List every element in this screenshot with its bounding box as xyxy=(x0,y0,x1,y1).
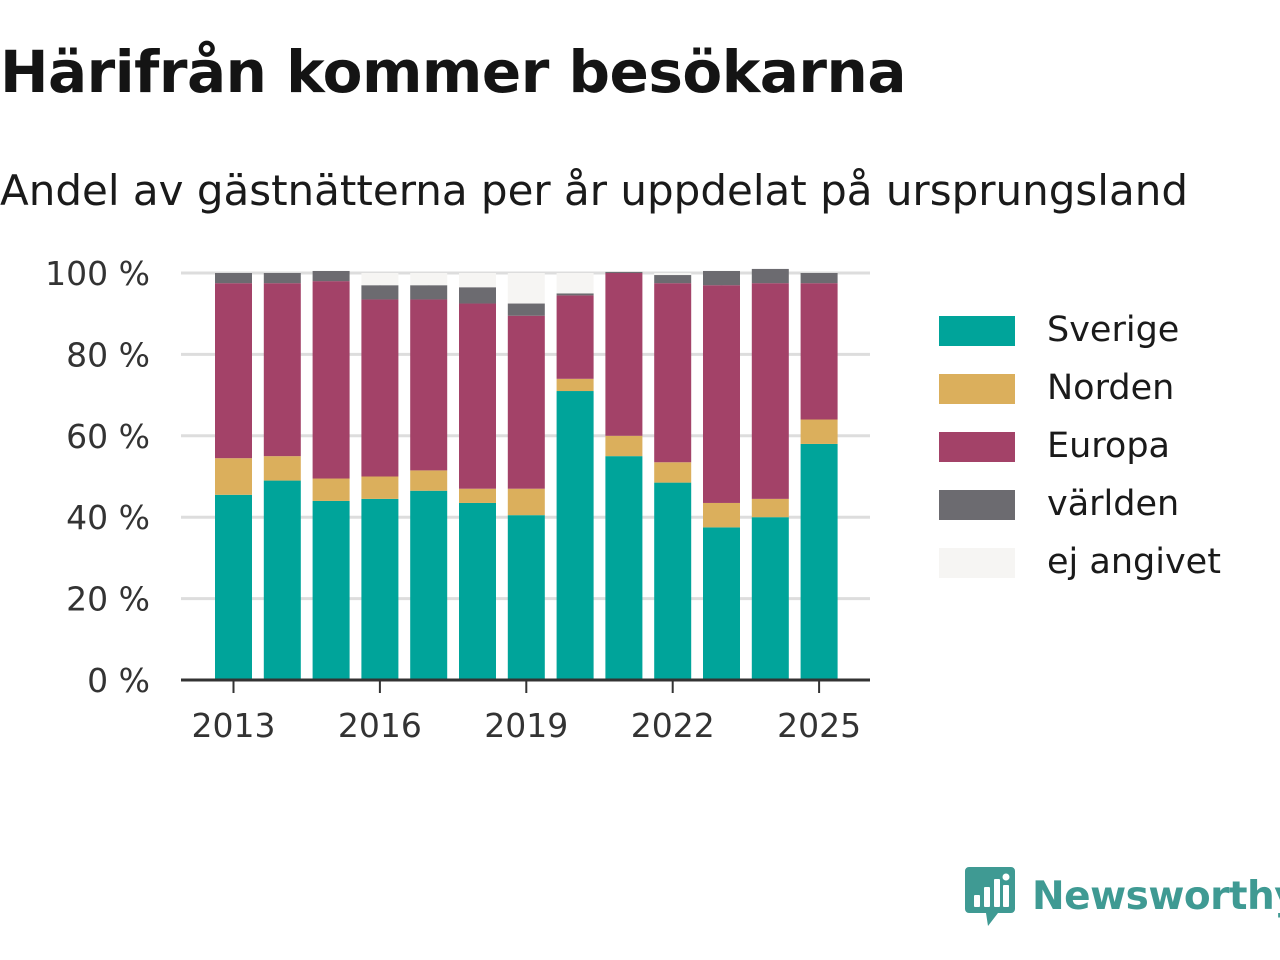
bar-segment xyxy=(800,419,838,444)
bar-segment xyxy=(459,273,496,288)
legend-swatch xyxy=(939,432,1015,462)
x-tick-label: 2019 xyxy=(484,706,568,745)
bar-segment xyxy=(751,268,789,284)
legend-swatch xyxy=(939,548,1015,578)
bar-segment xyxy=(507,488,545,516)
chart-title: Härifrån kommer besökarna xyxy=(0,38,906,106)
bar-segment xyxy=(361,498,399,680)
bar-segment xyxy=(654,275,692,284)
bar-segment xyxy=(312,478,350,501)
newsworthy-logo-icon xyxy=(965,867,1015,926)
x-tick-label: 2025 xyxy=(777,706,861,745)
bar-segment xyxy=(703,502,740,528)
bar-segment xyxy=(459,303,496,489)
bar-segment xyxy=(556,378,594,392)
legend-item-europa[interactable]: Europa xyxy=(939,422,1269,480)
bar-segment xyxy=(703,270,740,286)
axes: 0 % 20 % 40 % 60 % 80 % 100 % 2013 2016 2019 2022… xyxy=(45,254,870,745)
legend-label: Sverige xyxy=(1047,310,1180,350)
bar-segment xyxy=(361,299,399,477)
bar-segment xyxy=(751,517,789,680)
chart-subtitle: Andel av gästnätterna per år uppdelat på… xyxy=(0,166,1188,215)
bar-segment xyxy=(800,273,838,284)
bar-segment xyxy=(605,456,643,680)
bar-segment xyxy=(215,494,252,680)
bar-segment xyxy=(507,515,545,680)
legend-swatch xyxy=(939,374,1015,404)
bar-segment xyxy=(556,391,594,680)
bar-segment xyxy=(507,315,545,489)
bar-segment xyxy=(800,443,838,680)
bar-segment xyxy=(459,502,496,680)
legend-swatch xyxy=(939,316,1015,346)
bar-segment xyxy=(800,283,838,420)
y-tick-label: 40 % xyxy=(66,498,150,537)
y-tick-label: 0 % xyxy=(87,661,150,700)
legend: Sverige Norden Europa världen ej angivet xyxy=(939,306,1269,596)
bar-segment xyxy=(459,488,496,503)
bar-segment xyxy=(556,293,594,296)
bar-segment xyxy=(459,287,496,304)
bar-segment xyxy=(507,273,545,304)
bar-segment xyxy=(410,299,448,471)
bar-segment xyxy=(215,458,252,495)
x-tick-label: 2013 xyxy=(192,706,276,745)
bar-segment xyxy=(312,500,350,680)
bar-segment xyxy=(263,480,301,680)
bar-segment xyxy=(312,281,350,479)
bar-segment xyxy=(507,303,545,316)
bar-segment xyxy=(263,456,301,481)
legend-item-sverige[interactable]: Sverige xyxy=(939,306,1269,364)
legend-item-ej-angivet[interactable]: ej angivet xyxy=(939,538,1269,596)
legend-label: Europa xyxy=(1047,426,1170,466)
bar-segment xyxy=(654,273,692,276)
bar-segment xyxy=(654,482,692,680)
bar-segment xyxy=(361,285,399,300)
bar-segment xyxy=(263,273,301,284)
y-tick-label: 80 % xyxy=(66,335,150,374)
legend-label: Norden xyxy=(1047,368,1175,408)
bar-segment xyxy=(751,283,789,499)
bar-segment xyxy=(605,270,643,272)
bar-segment xyxy=(263,283,301,457)
x-tick-label: 2022 xyxy=(631,706,715,745)
legend-swatch xyxy=(939,490,1015,520)
newsworthy-brand[interactable]: Newsworthy xyxy=(964,864,1280,928)
y-tick-label: 60 % xyxy=(66,417,150,456)
bars xyxy=(215,268,838,680)
bar-segment xyxy=(556,273,594,294)
bar-segment xyxy=(703,285,740,503)
legend-label: ej angivet xyxy=(1047,542,1221,582)
legend-item-norden[interactable]: Norden xyxy=(939,364,1269,422)
bar-segment xyxy=(361,273,399,286)
legend-item-varlden[interactable]: världen xyxy=(939,480,1269,538)
bar-segment xyxy=(215,273,252,284)
bar-segment xyxy=(410,285,448,300)
bar-segment xyxy=(654,283,692,463)
legend-label: världen xyxy=(1047,484,1180,524)
bar-segment xyxy=(215,283,252,459)
x-tick-label: 2016 xyxy=(338,706,422,745)
bar-segment xyxy=(654,462,692,483)
brand-name: Newsworthy xyxy=(1032,873,1280,919)
bar-segment xyxy=(410,470,448,491)
bar-segment xyxy=(605,273,643,436)
y-tick-label: 20 % xyxy=(66,580,150,619)
bar-segment xyxy=(605,435,643,457)
bar-segment xyxy=(361,476,399,499)
bar-segment xyxy=(312,270,350,282)
bar-segment xyxy=(410,490,448,680)
bar-segment xyxy=(751,498,789,518)
bar-segment xyxy=(410,273,448,286)
bar-segment xyxy=(605,271,643,273)
bar-segment xyxy=(703,527,740,680)
bar-segment xyxy=(556,295,594,379)
y-tick-label: 100 % xyxy=(45,254,150,293)
